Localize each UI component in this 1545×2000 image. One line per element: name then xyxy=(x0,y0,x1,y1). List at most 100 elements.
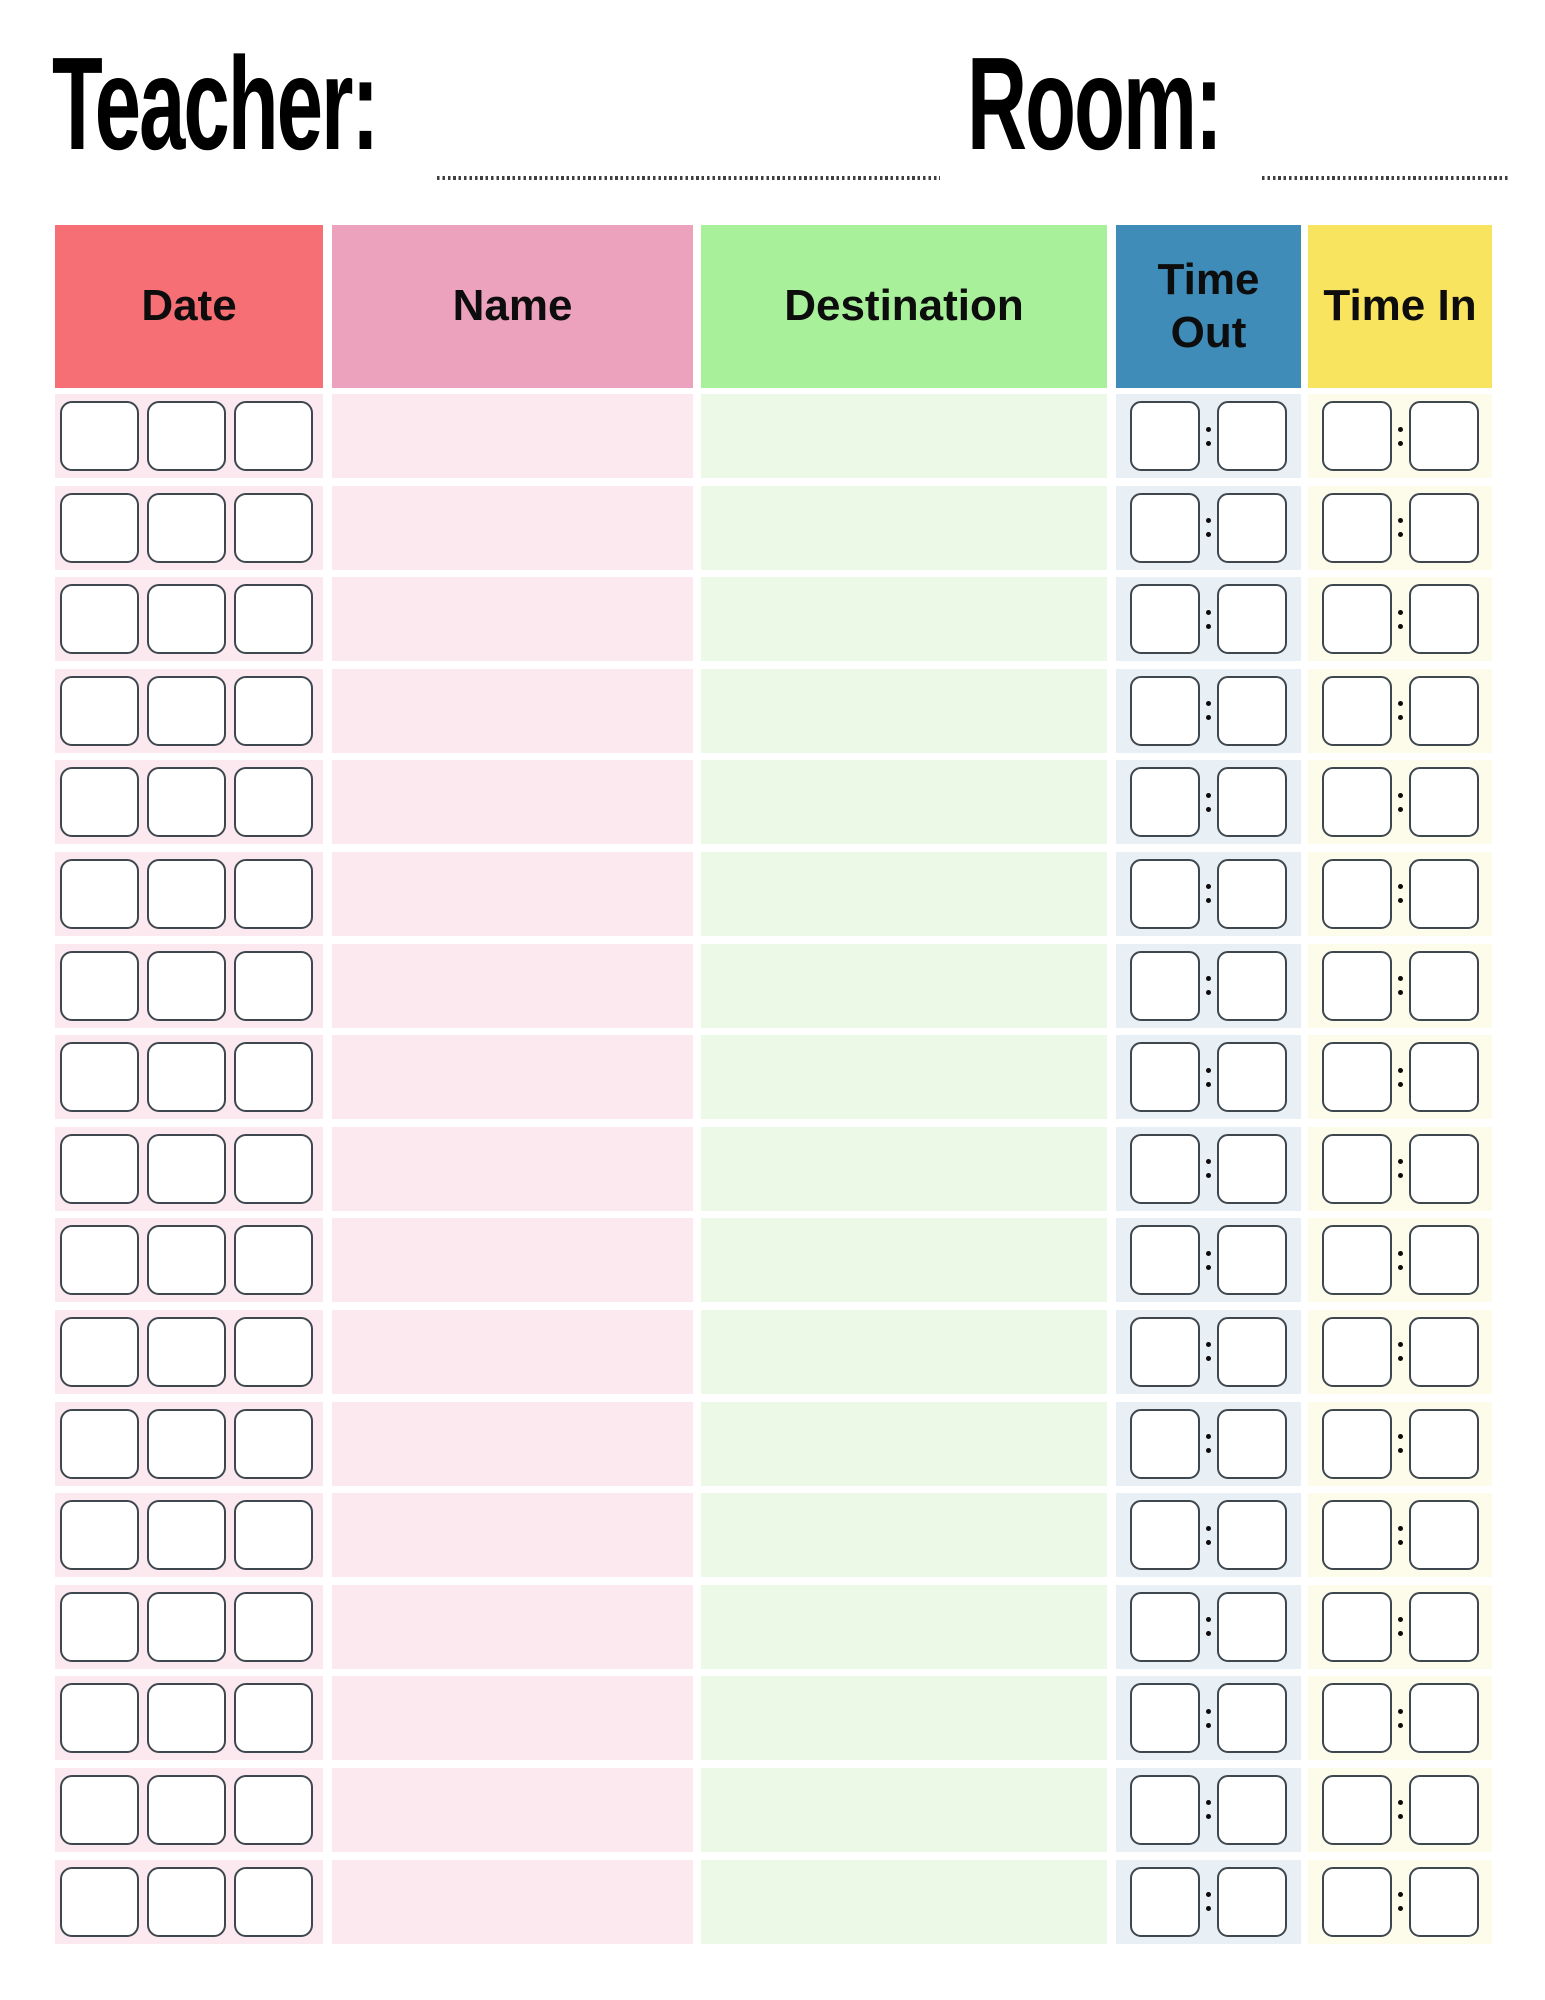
minute-write-box[interactable] xyxy=(1217,1133,1287,1204)
date-write-box[interactable] xyxy=(147,1316,226,1387)
minute-write-box[interactable] xyxy=(1217,1866,1287,1937)
time_out-cell[interactable] xyxy=(1116,1401,1301,1486)
destination-cell[interactable] xyxy=(701,394,1107,478)
date-write-box[interactable] xyxy=(60,950,139,1021)
minute-write-box[interactable] xyxy=(1217,1408,1287,1479)
teacher-write-in-line[interactable] xyxy=(437,176,940,180)
name-cell[interactable] xyxy=(332,1218,693,1303)
minute-write-box[interactable] xyxy=(1217,1042,1287,1113)
hour-write-box[interactable] xyxy=(1321,1042,1392,1113)
hour-write-box[interactable] xyxy=(1130,950,1200,1021)
date-write-box[interactable] xyxy=(147,950,226,1021)
date-write-box[interactable] xyxy=(234,675,313,746)
minute-write-box[interactable] xyxy=(1408,1225,1479,1296)
date-write-box[interactable] xyxy=(147,1408,226,1479)
minute-write-box[interactable] xyxy=(1217,492,1287,563)
name-cell[interactable] xyxy=(332,943,693,1028)
time_in-cell[interactable] xyxy=(1308,1767,1492,1852)
time_out-cell[interactable] xyxy=(1116,668,1301,753)
date-cell[interactable] xyxy=(55,1767,323,1852)
name-cell[interactable] xyxy=(332,668,693,753)
hour-write-box[interactable] xyxy=(1321,1316,1392,1387)
minute-write-box[interactable] xyxy=(1217,1225,1287,1296)
time_in-cell[interactable] xyxy=(1308,1309,1492,1394)
date-cell[interactable] xyxy=(55,668,323,753)
time_in-cell[interactable] xyxy=(1308,1584,1492,1669)
date-write-box[interactable] xyxy=(234,950,313,1021)
time_out-cell[interactable] xyxy=(1116,1493,1301,1578)
minute-write-box[interactable] xyxy=(1217,1683,1287,1754)
date-write-box[interactable] xyxy=(234,584,313,655)
time_out-cell[interactable] xyxy=(1116,1767,1301,1852)
date-write-box[interactable] xyxy=(234,492,313,563)
destination-cell[interactable] xyxy=(701,485,1107,570)
name-cell[interactable] xyxy=(332,1401,693,1486)
name-cell[interactable] xyxy=(332,1676,693,1761)
name-cell[interactable] xyxy=(332,1584,693,1669)
date-write-box[interactable] xyxy=(234,858,313,929)
date-cell[interactable] xyxy=(55,485,323,570)
date-write-box[interactable] xyxy=(234,1042,313,1113)
destination-cell[interactable] xyxy=(701,760,1107,845)
hour-write-box[interactable] xyxy=(1321,584,1392,655)
hour-write-box[interactable] xyxy=(1130,675,1200,746)
date-cell[interactable] xyxy=(55,1218,323,1303)
hour-write-box[interactable] xyxy=(1321,1774,1392,1845)
date-write-box[interactable] xyxy=(147,1683,226,1754)
date-write-box[interactable] xyxy=(234,1500,313,1571)
date-write-box[interactable] xyxy=(60,1774,139,1845)
time_out-cell[interactable] xyxy=(1116,1309,1301,1394)
name-cell[interactable] xyxy=(332,394,693,478)
date-write-box[interactable] xyxy=(234,1774,313,1845)
time_in-cell[interactable] xyxy=(1308,1676,1492,1761)
time_out-cell[interactable] xyxy=(1116,1584,1301,1669)
time_in-cell[interactable] xyxy=(1308,485,1492,570)
date-cell[interactable] xyxy=(55,394,323,478)
name-cell[interactable] xyxy=(332,1859,693,1944)
time_out-cell[interactable] xyxy=(1116,851,1301,936)
hour-write-box[interactable] xyxy=(1321,492,1392,563)
hour-write-box[interactable] xyxy=(1321,1591,1392,1662)
hour-write-box[interactable] xyxy=(1321,1408,1392,1479)
date-write-box[interactable] xyxy=(60,1225,139,1296)
date-write-box[interactable] xyxy=(147,1500,226,1571)
date-write-box[interactable] xyxy=(234,1225,313,1296)
destination-cell[interactable] xyxy=(701,943,1107,1028)
date-write-box[interactable] xyxy=(147,584,226,655)
time_out-cell[interactable] xyxy=(1116,1859,1301,1944)
hour-write-box[interactable] xyxy=(1321,1500,1392,1571)
destination-cell[interactable] xyxy=(701,1401,1107,1486)
minute-write-box[interactable] xyxy=(1217,1591,1287,1662)
minute-write-box[interactable] xyxy=(1408,950,1479,1021)
date-cell[interactable] xyxy=(55,1493,323,1578)
name-cell[interactable] xyxy=(332,1035,693,1120)
date-write-box[interactable] xyxy=(147,1225,226,1296)
date-cell[interactable] xyxy=(55,851,323,936)
hour-write-box[interactable] xyxy=(1321,767,1392,838)
time_out-cell[interactable] xyxy=(1116,485,1301,570)
minute-write-box[interactable] xyxy=(1217,584,1287,655)
date-write-box[interactable] xyxy=(147,1591,226,1662)
date-write-box[interactable] xyxy=(60,1133,139,1204)
destination-cell[interactable] xyxy=(701,851,1107,936)
date-write-box[interactable] xyxy=(60,767,139,838)
time_in-cell[interactable] xyxy=(1308,577,1492,662)
date-cell[interactable] xyxy=(55,1584,323,1669)
date-write-box[interactable] xyxy=(147,1866,226,1937)
name-cell[interactable] xyxy=(332,1493,693,1578)
minute-write-box[interactable] xyxy=(1217,675,1287,746)
destination-cell[interactable] xyxy=(701,1767,1107,1852)
minute-write-box[interactable] xyxy=(1408,767,1479,838)
minute-write-box[interactable] xyxy=(1408,858,1479,929)
date-write-box[interactable] xyxy=(60,1866,139,1937)
hour-write-box[interactable] xyxy=(1130,1408,1200,1479)
date-write-box[interactable] xyxy=(234,1316,313,1387)
time_in-cell[interactable] xyxy=(1308,1493,1492,1578)
hour-write-box[interactable] xyxy=(1130,1774,1200,1845)
time_out-cell[interactable] xyxy=(1116,1676,1301,1761)
name-cell[interactable] xyxy=(332,851,693,936)
date-write-box[interactable] xyxy=(147,767,226,838)
hour-write-box[interactable] xyxy=(1321,950,1392,1021)
time_in-cell[interactable] xyxy=(1308,1126,1492,1211)
minute-write-box[interactable] xyxy=(1408,492,1479,563)
